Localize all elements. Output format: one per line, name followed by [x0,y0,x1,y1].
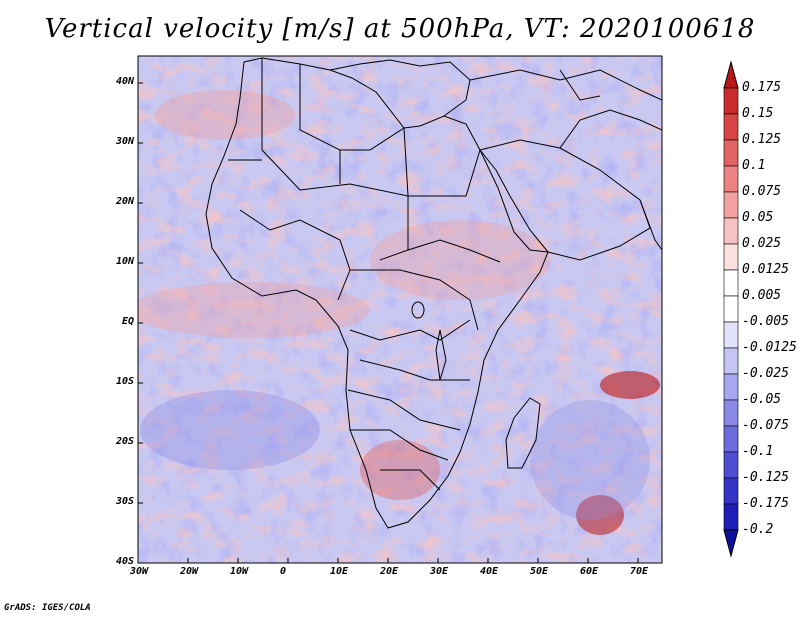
colorbar-bottom-arrow [723,529,739,558]
colorbar-segment [723,347,739,375]
colorbar-segment [723,477,739,505]
colorbar-label: -0.075 [742,418,789,433]
colorbar-label: -0.125 [742,470,789,485]
colorbar-segment [723,165,739,193]
colorbar-label: -0.005 [742,314,789,329]
lat-label: 30N [115,136,134,147]
lon-label: 30W [130,566,149,577]
colorbar-top-arrow [723,60,739,89]
colorbar-label: 0.15 [742,106,774,121]
colorbar-label: 0.175 [742,80,782,95]
colorbar-label: -0.2 [742,522,774,537]
colorbar-label: -0.025 [742,366,789,381]
colorbar-segment [723,217,739,245]
colorbar-label: -0.1 [742,444,774,459]
colorbar-label: 0.0125 [742,262,789,277]
colorbar-segment [723,451,739,479]
colorbar-segment [723,87,739,115]
lat-label: 10S [115,376,134,387]
lon-label: 30E [430,566,449,577]
colorbar-label: 0.005 [742,288,782,303]
lat-label: 10N [115,256,134,267]
colorbar-label: -0.0125 [742,340,797,355]
velocity-field [138,56,662,563]
colorbar-segment [723,191,739,219]
plot-frame [137,55,663,564]
colorbar-segment [723,269,739,297]
colorbar-segment [723,139,739,167]
colorbar-label: 0.125 [742,132,782,147]
lon-label: 20E [380,566,399,577]
chart-title: Vertical velocity [m/s] at 500hPa, VT: 2… [44,14,756,44]
lon-label: 40E [480,566,499,577]
colorbar-segment [723,321,739,349]
colorbar-label: -0.05 [742,392,782,407]
colorbar-label: -0.175 [742,496,789,511]
lat-label: EQ [121,316,134,327]
lat-label: 30S [115,496,134,507]
lat-label: 40N [115,76,134,87]
colorbar-label: 0.1 [742,158,766,173]
colorbar-segment [723,399,739,427]
lon-label: 0 [280,566,287,577]
lat-label: 20S [115,436,134,447]
colorbar [723,60,739,558]
credit-text: GrADS: IGES/COLA [4,603,91,613]
lon-label: 70E [630,566,649,577]
lon-label: 20W [180,566,199,577]
colorbar-label: 0.05 [742,210,774,225]
colorbar-label: 0.025 [742,236,782,251]
colorbar-segment [723,113,739,141]
colorbar-segment [723,295,739,323]
colorbar-segment [723,425,739,453]
lat-label: 20N [115,196,134,207]
lon-label: 10W [230,566,249,577]
colorbar-segment [723,243,739,271]
colorbar-segment [723,373,739,401]
colorbar-segment [723,503,739,531]
lat-label: 40S [115,556,134,567]
colorbar-label: 0.075 [742,184,782,199]
coastlines [205,57,662,529]
lon-label: 10E [330,566,349,577]
lon-label: 60E [580,566,599,577]
lon-label: 50E [530,566,549,577]
